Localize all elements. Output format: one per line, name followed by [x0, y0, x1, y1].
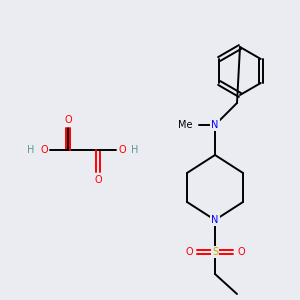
Text: O: O — [237, 247, 245, 257]
Text: O: O — [118, 145, 126, 155]
Text: N: N — [211, 215, 219, 225]
Text: S: S — [212, 247, 218, 257]
Text: H: H — [27, 145, 35, 155]
Text: O: O — [40, 145, 48, 155]
Text: Me: Me — [178, 120, 192, 130]
Text: H: H — [131, 145, 139, 155]
Text: O: O — [64, 115, 72, 125]
Text: O: O — [185, 247, 193, 257]
Text: N: N — [211, 120, 219, 130]
Text: O: O — [94, 175, 102, 185]
